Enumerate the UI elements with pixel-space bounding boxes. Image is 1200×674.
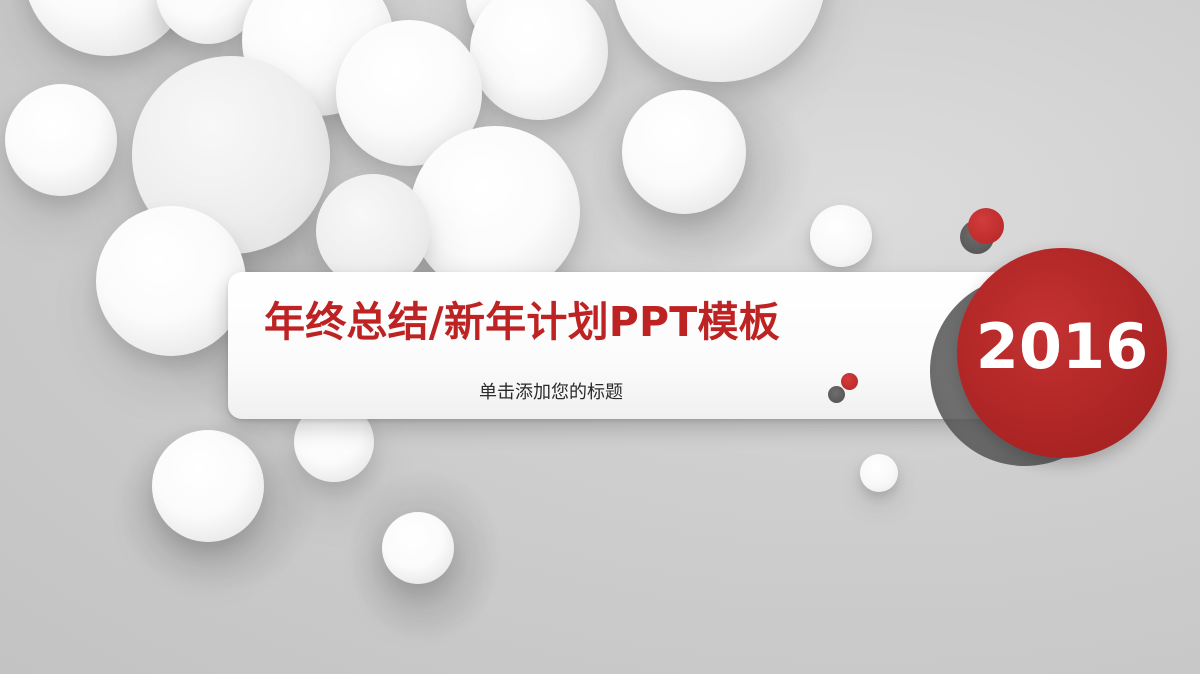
- accent-dot: [968, 208, 1004, 244]
- decor-circle: [382, 512, 454, 584]
- accent-dot: [841, 373, 858, 390]
- year-badge: 2016: [957, 248, 1167, 458]
- decor-circle: [152, 430, 264, 542]
- year-label: 2016: [975, 310, 1149, 383]
- decor-circle: [612, 0, 826, 82]
- subtitle[interactable]: 单击添加您的标题: [479, 382, 623, 403]
- main-title[interactable]: 年终总结/新年计划PPT模板: [264, 298, 780, 346]
- decor-circle: [96, 206, 246, 356]
- decor-circle: [410, 126, 580, 296]
- decor-circle: [810, 205, 872, 267]
- decor-circle: [5, 84, 117, 196]
- decor-circle: [470, 0, 608, 120]
- accent-dot: [828, 386, 845, 403]
- decor-circle: [316, 174, 430, 288]
- title-card: 年终总结/新年计划PPT模板 单击添加您的标题: [228, 272, 1010, 419]
- decor-circle: [860, 454, 898, 492]
- decor-circle: [622, 90, 746, 214]
